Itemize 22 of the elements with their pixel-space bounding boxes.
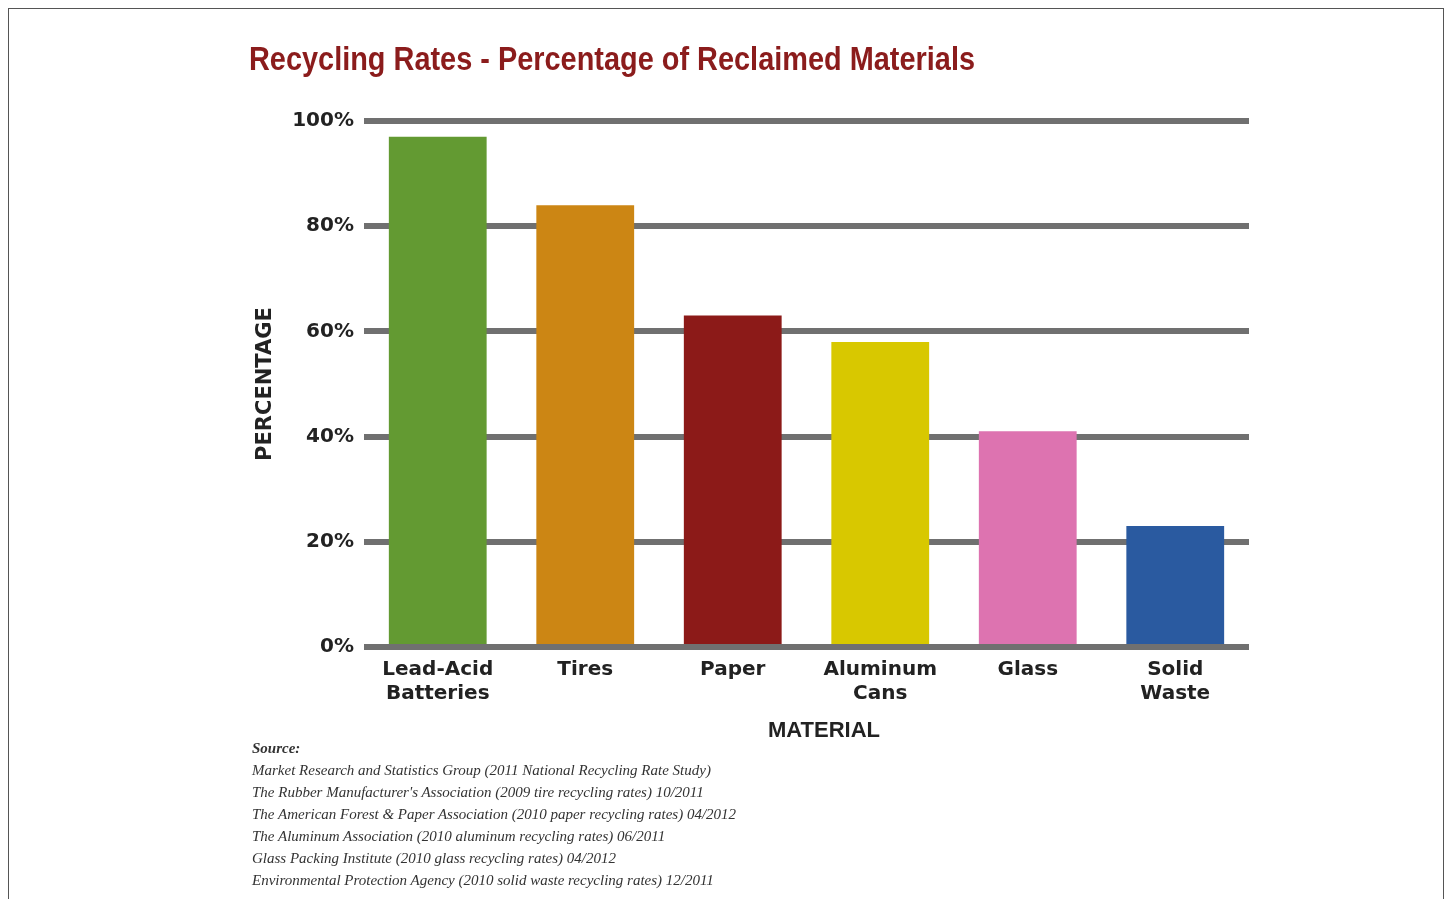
- y-tick-label: 0%: [320, 633, 354, 658]
- y-tick-label: 100%: [292, 107, 354, 132]
- text: Market Research and Statistics Group (2011 National Recycling Rate Study): [252, 761, 712, 780]
- x-axis-title: MATERIAL: [767, 717, 881, 743]
- y-tick-label: 80%: [306, 212, 354, 237]
- text: The Aluminum Association (2010 aluminum recycling rates) 06/2011: [252, 827, 667, 846]
- text: The Rubber Manufacturer's Association (2009 tire recycling rates) 10/2011: [252, 783, 705, 802]
- x-tick-label: Paper: [700, 656, 766, 681]
- x-tick-label: Lead-Acid Batteries: [382, 656, 494, 705]
- x-tick-label: Glass: [997, 656, 1059, 681]
- x-tick-label: Solid Waste: [1140, 656, 1211, 705]
- text: Glass Packing Institute (2010 glass recycling rates) 04/2012: [252, 849, 617, 868]
- x-tick-label: Aluminum Cans: [823, 656, 938, 705]
- y-tick-label: 40%: [306, 422, 354, 447]
- text: Environmental Protection Agency (2010 solid waste recycling rates) 12/2011: [252, 871, 715, 890]
- chart-title: Recycling Rates - Percentage of Reclaimed Materials: [249, 39, 976, 78]
- y-tick-label: 20%: [306, 528, 354, 552]
- y-tick-label: 60%: [306, 317, 354, 342]
- source-note: Source:: [252, 739, 302, 758]
- y-axis-title: PERCENTAGE: [252, 307, 277, 461]
- x-tick-label: Tires: [557, 656, 614, 681]
- text: The American Forest & Paper Association (2010 paper recycling rates) 04/2012: [252, 805, 737, 824]
